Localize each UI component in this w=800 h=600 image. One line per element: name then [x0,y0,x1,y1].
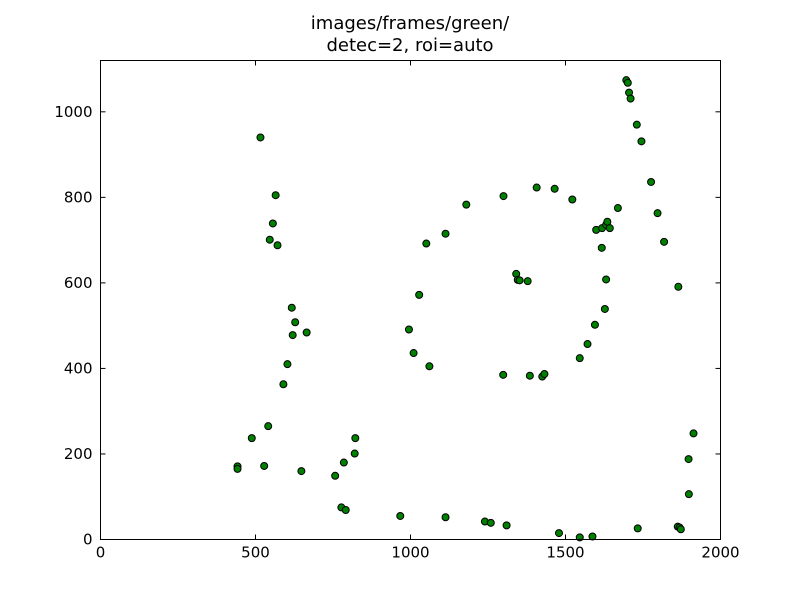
data-point [247,434,256,443]
data-point [264,422,273,431]
data-point [523,277,532,286]
data-point [532,183,541,192]
data-point [660,237,669,246]
data-point [462,200,471,209]
y-tick-label: 0 [83,531,93,549]
data-point [525,371,534,380]
data-point [422,239,431,248]
x-tick-label: 0 [96,544,106,562]
data-point [441,229,450,238]
data-point [271,191,280,200]
data-point [415,290,424,299]
y-tick-label: 600 [64,274,93,292]
data-point [302,328,311,337]
data-point [396,511,405,520]
data-point [602,275,611,284]
data-point [499,370,508,379]
data-point [283,360,292,369]
data-point [575,354,584,363]
data-point [550,184,559,193]
data-point [633,524,642,533]
data-point [597,243,606,252]
data-point [540,369,549,378]
x-tick-label: 1000 [391,544,429,562]
data-point [502,521,511,530]
data-point [233,464,242,473]
data-point [653,209,662,218]
data-point [291,318,300,327]
y-tick-label: 1000 [54,103,92,121]
data-point [623,78,632,87]
data-point [632,120,641,129]
data-point [499,192,508,201]
data-point [441,513,450,522]
data-point [486,518,495,527]
data-point [554,529,563,538]
data-point [260,461,269,470]
data-point [626,94,635,103]
data-point [600,304,609,313]
y-tick-label: 400 [64,359,93,377]
data-point [674,282,683,291]
data-point [605,224,614,233]
data-point [515,276,524,285]
data-point [647,177,656,186]
y-tick-label: 800 [64,188,93,206]
data-point [583,340,592,349]
chart-title-line-2: detec=2, roi=auto [326,35,494,56]
y-tick-label: 200 [64,445,93,463]
data-point [637,137,646,146]
data-point [288,331,297,340]
data-point [590,320,599,329]
chart-title-line-1: images/frames/green/ [310,13,510,34]
data-point [331,471,340,480]
data-point [676,525,685,534]
data-point [279,380,288,389]
data-point [350,449,359,458]
data-point [689,429,698,438]
data-point [684,490,693,499]
data-point [287,303,296,312]
data-point [684,455,693,464]
data-point [613,204,622,213]
data-point [404,325,413,334]
data-point [409,349,418,358]
data-point [339,458,348,467]
data-point [273,241,282,250]
data-point [588,532,597,541]
data-point [297,467,306,476]
data-point [351,434,360,443]
data-point [341,505,350,514]
x-tick-label: 2000 [701,544,739,562]
x-tick-label: 500 [241,544,270,562]
data-point [268,219,277,228]
plot-area-frame [100,60,721,540]
data-point [265,235,274,244]
x-tick-label: 1500 [546,544,584,562]
data-point [568,195,577,204]
data-point [425,362,434,371]
data-point [256,133,265,142]
